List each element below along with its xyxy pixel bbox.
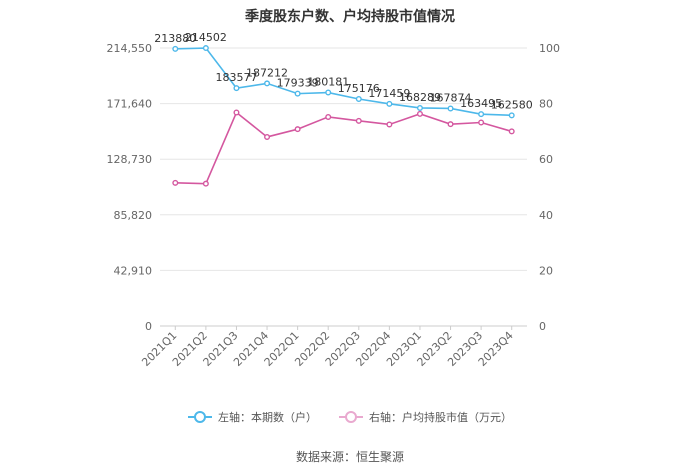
legend-label-households: 左轴：本期数（户） <box>218 411 317 424</box>
series-line-households <box>175 47 512 117</box>
data-point-households <box>233 85 240 92</box>
left-tick-label: 42,910 <box>114 264 153 277</box>
series-line-avg-value <box>175 111 512 185</box>
series-lines <box>172 45 515 187</box>
data-point-avg-value <box>386 121 393 128</box>
right-tick-label: 20 <box>539 264 553 277</box>
data-point-households <box>294 90 301 97</box>
data-point-avg-value <box>478 119 485 126</box>
data-label: 168289 <box>399 91 441 104</box>
data-label: 180181 <box>307 76 349 89</box>
data-label: 187212 <box>246 66 288 79</box>
left-tick-label: 214,550 <box>107 42 153 55</box>
x-axis-ticks: 2021Q12021Q22021Q32021Q42022Q12022Q22022… <box>139 326 516 369</box>
data-point-households <box>264 80 271 87</box>
grid-lines <box>160 47 527 327</box>
right-tick-label: 80 <box>539 98 553 111</box>
data-label: 214502 <box>185 31 227 44</box>
data-point-households <box>447 105 454 112</box>
data-point-households <box>416 104 423 111</box>
data-point-avg-value <box>416 110 423 117</box>
source-note: 数据来源：恒生聚源 <box>295 450 404 464</box>
data-point-avg-value <box>355 117 362 124</box>
legend-line-icon <box>188 411 212 423</box>
right-tick-label: 60 <box>539 153 553 166</box>
legend-label-avg-value: 右轴：户均持股市值（万元） <box>369 411 512 424</box>
data-label: 163495 <box>460 97 502 110</box>
data-point-households <box>355 96 362 103</box>
data-point-avg-value <box>172 179 179 186</box>
chart-title: 季度股东户数、户均持股市值情况 <box>245 9 455 25</box>
data-label: 171459 <box>368 87 410 100</box>
legend-line-icon <box>339 411 363 423</box>
data-label: 175176 <box>338 82 380 95</box>
data-label: 162580 <box>491 98 533 111</box>
data-point-households <box>202 45 209 52</box>
data-point-avg-value <box>325 113 332 120</box>
data-point-avg-value <box>447 121 454 128</box>
data-point-households <box>386 100 393 107</box>
right-tick-label: 40 <box>539 209 553 222</box>
legend-item-avg-value[interactable]: 右轴：户均持股市值（万元） <box>339 409 512 425</box>
data-label: 179339 <box>277 77 319 90</box>
data-label: 183577 <box>215 71 257 84</box>
left-tick-label: 171,640 <box>107 98 153 111</box>
legend: 左轴：本期数（户） 右轴：户均持股市值（万元） <box>0 409 700 425</box>
data-point-avg-value <box>508 128 515 135</box>
right-axis-ticks: 0 20 40 60 80 100 <box>539 42 560 333</box>
data-point-avg-value <box>294 126 301 133</box>
data-point-avg-value <box>233 109 240 116</box>
data-point-households <box>508 112 515 119</box>
left-axis-ticks: 0 42,910 85,820 128,730 171,640 214,550 <box>107 42 153 333</box>
left-tick-label: 128,730 <box>107 153 153 166</box>
data-point-avg-value <box>264 133 271 140</box>
data-point-households <box>325 89 332 96</box>
data-point-avg-value <box>202 180 209 187</box>
left-tick-label: 85,820 <box>114 209 153 222</box>
legend-item-households[interactable]: 左轴：本期数（户） <box>188 409 317 425</box>
right-tick-label: 0 <box>539 320 546 333</box>
data-label: 167874 <box>430 91 472 104</box>
data-label: 213880 <box>154 32 196 45</box>
left-tick-label: 0 <box>145 320 152 333</box>
data-point-households <box>172 45 179 52</box>
data-point-households <box>478 111 485 118</box>
right-tick-label: 100 <box>539 42 560 55</box>
